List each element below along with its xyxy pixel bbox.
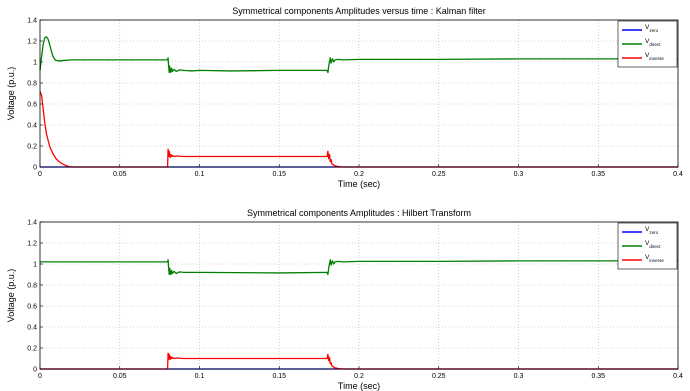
chart-title: Symmetrical components Amplitudes : Hilb…: [247, 208, 471, 218]
legend-entry: Vinverse: [645, 254, 664, 263]
x-tick-label: 0.35: [591, 171, 605, 178]
axes-frame: [39, 19, 679, 168]
y-tick-label: 0.2: [27, 144, 37, 151]
legend-entry: Vdirect: [645, 38, 661, 47]
x-tick-label: 0.05: [113, 171, 127, 178]
legend-entry-subscript: inverse: [649, 258, 664, 263]
legend-entry-name: V: [645, 254, 650, 261]
series-line-v-direct: [40, 259, 678, 276]
x-tick-label: 0.25: [432, 373, 446, 380]
x-tick-label: 0.4: [673, 171, 683, 178]
legend-entry-subscript: direct: [649, 244, 661, 249]
legend-entry-name: V: [645, 24, 650, 31]
plot-area: [40, 20, 678, 167]
y-tick-label: 0.8: [27, 81, 37, 88]
legend-entry-name: V: [645, 226, 650, 233]
x-tick-label: 0.2: [354, 373, 364, 380]
y-axis-label: Voltage (p.u.): [6, 269, 16, 323]
x-tick-label: 0.05: [113, 373, 127, 380]
x-tick-label: 0.25: [432, 171, 446, 178]
series-line-v-direct: [39, 36, 678, 74]
y-tick-label: 1.2: [27, 241, 37, 248]
y-tick-label: 1: [33, 262, 37, 269]
y-tick-label: 0.4: [27, 123, 37, 130]
x-tick-label: 0.1: [195, 171, 205, 178]
legend-entry: Vinverse: [645, 52, 664, 61]
x-tick-label: 0: [38, 171, 42, 178]
legend-entry-name: V: [645, 38, 650, 45]
legend-entry-name: V: [645, 52, 650, 59]
y-axis-label: Voltage (p.u.): [6, 67, 16, 121]
legend-entry: Vdirect: [645, 240, 661, 249]
x-tick-label: 0.15: [272, 171, 286, 178]
x-tick-label: 0.1: [195, 373, 205, 380]
legend-entry-subscript: inverse: [649, 56, 664, 61]
y-tick-label: 1.4: [27, 220, 37, 227]
x-tick-label: 0.4: [673, 373, 683, 380]
legend-entry-name: V: [645, 240, 650, 247]
series-line-v-inverse: [39, 91, 678, 168]
legend-entry: Vzero: [645, 226, 659, 235]
series-line-v-inverse: [40, 352, 678, 370]
legend-entry-subscript: direct: [649, 42, 661, 47]
x-axis-label: Time (sec): [338, 179, 380, 189]
y-tick-label: 0.6: [27, 304, 37, 311]
y-tick-label: 0.2: [27, 346, 37, 353]
chart-2: 0 0.05 0.1 0.15 0.2 0.25 0.3 0.35 0.4 0 0.2 0.4 0.6 0…: [6, 208, 683, 391]
legend-entry-subscript: zero: [649, 28, 658, 33]
y-tick-label: 0.4: [27, 325, 37, 332]
legend-entry: Vzero: [645, 24, 659, 33]
x-tick-label: 0.3: [514, 373, 524, 380]
chart-1: 0 0.05 0.1 0.15 0.2 0.25 0.3 0.35 0.4 0 0.2 0.4 0.6 0…: [6, 6, 683, 189]
x-tick-label: 0.3: [514, 171, 524, 178]
y-tick-label: 1.2: [27, 39, 37, 46]
y-tick-label: 0.6: [27, 102, 37, 109]
y-tick-label: 1: [33, 60, 37, 67]
y-tick-label: 0: [33, 165, 37, 172]
y-tick-label: 0.8: [27, 283, 37, 290]
y-tick-label: 0: [33, 367, 37, 374]
x-tick-label: 0.15: [272, 373, 286, 380]
y-tick-label: 1.4: [27, 18, 37, 25]
x-tick-label: 0: [38, 373, 42, 380]
x-tick-label: 0.2: [354, 171, 364, 178]
axes-frame: [39, 221, 679, 370]
x-axis-label: Time (sec): [338, 381, 380, 391]
x-tick-label: 0.35: [591, 373, 605, 380]
legend-entry-subscript: zero: [649, 230, 658, 235]
plot-area: [40, 222, 678, 369]
chart-title: Symmetrical components Amplitudes versus…: [232, 6, 486, 16]
